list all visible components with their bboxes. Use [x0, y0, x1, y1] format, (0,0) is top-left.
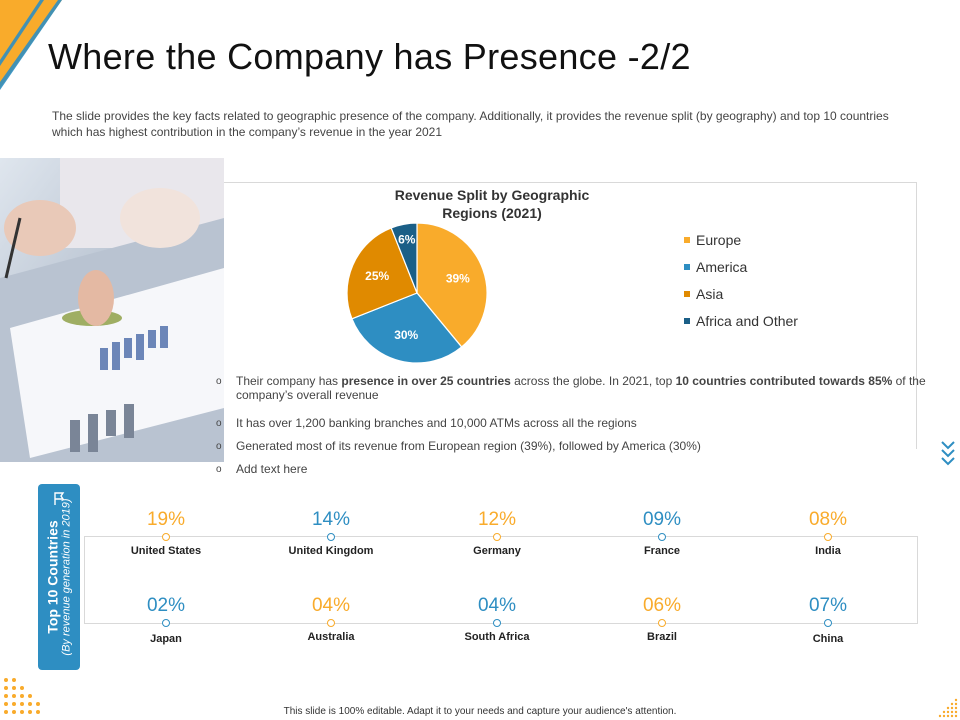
legend-item: Asia: [684, 280, 798, 307]
country-item: 19% United States: [106, 509, 226, 558]
country-item: 02% Japan: [106, 595, 226, 646]
legend-swatch: [684, 290, 690, 297]
country-item: 12% Germany: [437, 509, 557, 558]
country-marker: [493, 619, 501, 627]
legend-label: Europe: [696, 231, 742, 248]
pie-slice-africa-and-other: [390, 222, 418, 294]
country-item: 09% France: [602, 509, 722, 558]
bullet-text: Their company has presence in over 25 co…: [236, 374, 936, 402]
country-marker: [493, 533, 501, 541]
country-name: South Africa: [464, 631, 530, 643]
pie-slice-europe: [416, 222, 488, 348]
bullet-bold-part: 10 countries contributed towards 85%: [675, 374, 893, 388]
bullet-text: It has over 1,200 banking branches and 1…: [236, 416, 637, 430]
country-percent: 04%: [477, 595, 517, 616]
chart-title: Revenue Split by Geographic Regions (202…: [380, 186, 604, 222]
country-percent: 06%: [642, 595, 682, 616]
country-name: Germany: [473, 545, 521, 557]
country-marker: [162, 533, 170, 541]
bullet-marker: o: [216, 464, 222, 475]
country-percent: 14%: [311, 509, 351, 530]
bullet-text-part: Their company has: [236, 374, 342, 388]
pie-slice-asia: [346, 227, 418, 320]
country-marker: [658, 619, 666, 627]
corner-decoration: [0, 0, 62, 90]
legend-swatch: [684, 236, 690, 243]
country-percent: 09%: [642, 509, 682, 530]
country-name: Australia: [307, 631, 355, 643]
legend-label: America: [696, 258, 748, 275]
country-name: Japan: [150, 633, 182, 645]
country-item: 08% India: [768, 509, 888, 558]
bullet-text: Add text here: [236, 462, 308, 476]
chevron-down-icon: [941, 441, 955, 466]
legend-swatch: [684, 263, 690, 270]
pie-slice-america: [351, 292, 463, 364]
dots-decoration-right: [938, 698, 958, 718]
country-item: 04% South Africa: [437, 595, 557, 644]
country-name: France: [643, 545, 681, 557]
top-countries-subtitle: (By revenue generation in 2019): [60, 498, 73, 656]
chart-legend: Europe America Asia Africa and Other: [684, 226, 798, 334]
country-marker: [162, 619, 170, 627]
chart-title-line2: Regions (2021): [442, 205, 542, 221]
country-percent: 08%: [808, 509, 848, 530]
country-name: Brazil: [647, 631, 677, 643]
country-marker: [824, 533, 832, 541]
top-countries-title: Top 10 Countries: [44, 520, 61, 634]
bullet-text-part: of the company’s overall revenue: [236, 374, 926, 402]
chart-title-line1: Revenue Split by Geographic: [394, 187, 590, 203]
bullet-text: Generated most of its revenue from Europ…: [236, 439, 701, 453]
pie-data-label: 6%: [398, 232, 416, 246]
country-percent: 02%: [146, 595, 186, 616]
bullet-marker: o: [216, 376, 222, 387]
country-name: United States: [130, 545, 202, 557]
bullet-marker: o: [216, 441, 222, 452]
country-marker: [327, 533, 335, 541]
business-photo: [0, 158, 224, 462]
revenue-pie-chart: 39% 30% 25% 6%: [346, 222, 488, 364]
country-name: United Kingdom: [288, 545, 374, 557]
country-marker: [824, 619, 832, 627]
legend-item: Africa and Other: [684, 307, 798, 334]
pie-data-label: 30%: [394, 328, 418, 342]
country-item: 07% China: [768, 595, 888, 646]
bullet-marker: o: [216, 418, 222, 429]
country-percent: 04%: [311, 595, 351, 616]
intro-text: The slide provides the key facts related…: [52, 109, 889, 139]
pie-data-label: 39%: [446, 271, 470, 285]
chart-panel: [224, 182, 917, 449]
country-percent: 19%: [146, 509, 186, 530]
legend-item: America: [684, 253, 798, 280]
top-countries-label: Top 10 Countries (By revenue generation …: [45, 498, 74, 655]
country-item: 14% United Kingdom: [271, 509, 391, 558]
legend-label: Asia: [696, 285, 724, 302]
country-name: China: [812, 633, 844, 645]
legend-item: Europe: [684, 226, 798, 253]
dots-decoration: [4, 678, 40, 714]
country-item: 04% Australia: [271, 595, 391, 644]
country-marker: [658, 533, 666, 541]
country-marker: [327, 619, 335, 627]
country-percent: 12%: [477, 509, 517, 530]
flag-icon: [54, 492, 65, 505]
country-percent: 07%: [808, 595, 848, 616]
legend-label: Africa and Other: [696, 312, 798, 329]
bullet-bold-part: presence in over 25 countries: [341, 374, 511, 388]
page-title: Where the Company has Presence -2/2: [48, 36, 691, 77]
country-item: 06% Brazil: [602, 595, 722, 644]
pie-data-label: 25%: [365, 269, 389, 283]
country-name: India: [815, 545, 841, 557]
footer-note: This slide is 100% editable. Adapt it to…: [283, 706, 677, 717]
legend-swatch: [684, 317, 690, 324]
top-countries-tab: Top 10 Countries (By revenue generation …: [38, 484, 80, 670]
countries-box: [84, 536, 918, 624]
bullet-text-part: across the globe. In 2021, top: [510, 374, 676, 388]
